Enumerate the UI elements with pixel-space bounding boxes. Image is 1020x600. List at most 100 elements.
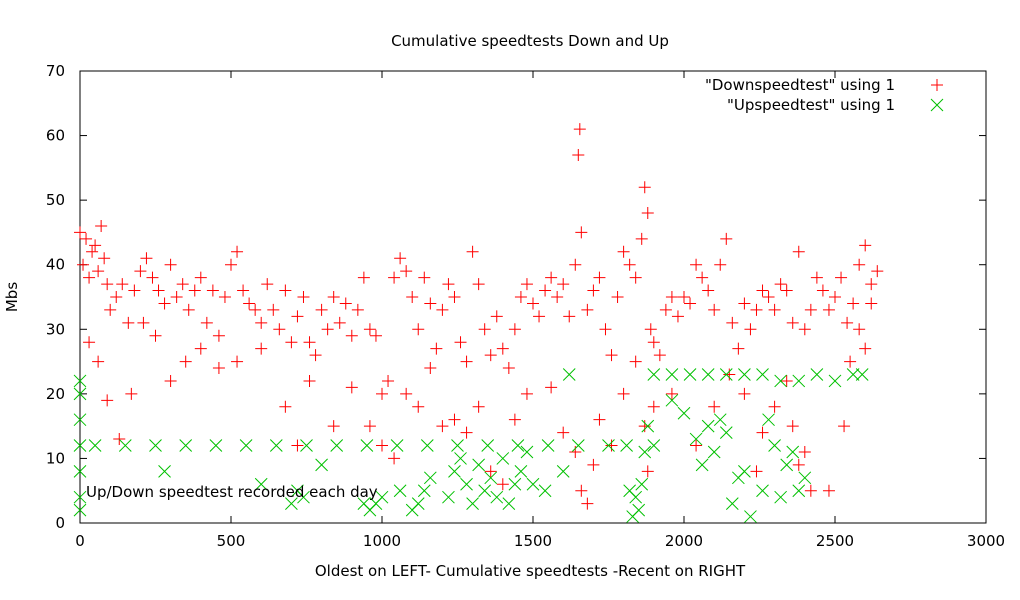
- up-point: [73, 439, 87, 452]
- down-point: [303, 336, 316, 349]
- legend-marker-down: [931, 79, 943, 91]
- up-point: [725, 497, 739, 510]
- up-point: [719, 426, 733, 439]
- down-point: [726, 316, 739, 329]
- up-point: [562, 368, 576, 381]
- down-point: [786, 420, 799, 433]
- down-point: [92, 355, 105, 368]
- down-point: [569, 445, 582, 458]
- down-point: [279, 400, 292, 413]
- down-point: [309, 349, 322, 362]
- down-point: [400, 265, 413, 278]
- down-point: [490, 310, 503, 323]
- down-point: [638, 181, 651, 194]
- down-point: [750, 303, 763, 316]
- down-point: [756, 426, 769, 439]
- up-point: [297, 490, 310, 504]
- up-point: [478, 484, 492, 498]
- down-point: [101, 278, 114, 291]
- y-tick-label: 10: [46, 449, 65, 467]
- down-point: [77, 258, 90, 271]
- up-point: [620, 439, 633, 452]
- up-point: [846, 368, 860, 381]
- up-point: [626, 510, 640, 523]
- down-point: [267, 303, 280, 316]
- up-point: [602, 439, 615, 452]
- down-point: [194, 342, 207, 355]
- down-point: [804, 303, 817, 316]
- up-point: [254, 477, 268, 491]
- down-point: [575, 484, 588, 497]
- chart-title: Cumulative speedtests Down and Up: [391, 32, 669, 50]
- up-point: [774, 490, 787, 504]
- x-tick-label: 0: [75, 532, 85, 550]
- up-point: [300, 439, 313, 452]
- up-point: [556, 464, 570, 478]
- down-point: [297, 291, 310, 303]
- down-point: [158, 297, 171, 310]
- down-point: [400, 387, 413, 400]
- y-tick-label: 40: [46, 256, 65, 274]
- down-point: [206, 284, 219, 297]
- down-point: [756, 284, 769, 297]
- down-point: [822, 303, 835, 316]
- down-point: [110, 291, 123, 303]
- up-point: [420, 439, 434, 452]
- x-tick-label: 1500: [514, 532, 552, 550]
- down-point: [170, 291, 183, 303]
- down-point: [472, 278, 485, 291]
- down-point: [563, 310, 576, 323]
- up-point: [641, 419, 655, 433]
- down-point: [496, 342, 509, 355]
- up-point: [514, 464, 528, 478]
- down-point: [720, 232, 733, 245]
- up-point: [526, 477, 540, 491]
- down-point: [140, 252, 153, 265]
- up-point: [375, 490, 389, 504]
- down-point: [200, 316, 213, 329]
- down-point: [98, 252, 111, 265]
- down-point: [696, 271, 709, 284]
- down-point: [569, 258, 582, 271]
- down-point: [424, 362, 437, 375]
- down-point: [101, 394, 114, 407]
- down-point: [321, 323, 334, 336]
- legend-label-up: "Upspeedtest" using 1: [727, 96, 895, 114]
- down-point: [859, 239, 872, 252]
- down-point: [810, 271, 823, 284]
- down-point: [424, 297, 437, 310]
- up-point: [158, 464, 171, 478]
- down-point: [708, 303, 721, 316]
- down-point: [182, 303, 195, 316]
- up-point: [423, 471, 437, 485]
- down-point: [844, 355, 857, 368]
- down-point: [460, 426, 473, 439]
- down-point: [478, 323, 491, 336]
- down-point: [647, 336, 660, 349]
- down-point: [572, 148, 585, 161]
- up-point: [520, 445, 534, 459]
- up-point: [448, 464, 461, 478]
- down-point: [273, 323, 286, 336]
- x-tick-label: 2500: [816, 532, 854, 550]
- down-point: [225, 258, 237, 271]
- down-point: [363, 323, 376, 336]
- up-point: [647, 439, 661, 452]
- down-point: [750, 465, 763, 478]
- down-point: [599, 323, 612, 336]
- down-point: [291, 439, 304, 452]
- down-point: [176, 278, 189, 291]
- down-point: [671, 310, 684, 323]
- down-point: [792, 458, 805, 471]
- down-point: [822, 484, 835, 497]
- up-point: [315, 458, 328, 472]
- plot-frame: [79, 70, 987, 524]
- down-point: [690, 439, 703, 452]
- series-up: [73, 368, 869, 523]
- down-point: [261, 278, 274, 291]
- up-point: [481, 439, 495, 452]
- down-point: [527, 297, 539, 310]
- up-point: [454, 452, 467, 465]
- down-point: [376, 387, 388, 400]
- down-point: [179, 355, 192, 368]
